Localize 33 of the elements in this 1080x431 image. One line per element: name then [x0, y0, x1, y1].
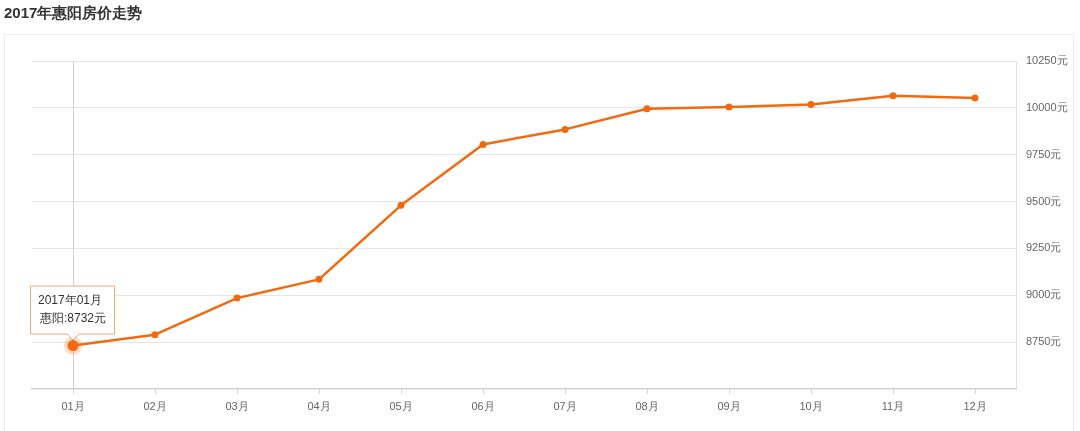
x-tick-label: 08月	[635, 399, 659, 412]
point	[725, 103, 733, 111]
y-tick-label: 8750元	[1026, 335, 1062, 348]
y-tick-label: 9000元	[1026, 288, 1062, 301]
point	[151, 331, 159, 339]
y-tick-label: 10000元	[1026, 100, 1068, 113]
annotation: 2017年01月	[38, 292, 103, 307]
x-tick-label: 05月	[389, 399, 413, 412]
x-tick-label: 07月	[553, 399, 577, 412]
x-tick-label: 09月	[717, 399, 741, 412]
point	[479, 140, 487, 148]
x-tick-label: 02月	[143, 399, 167, 412]
point	[315, 275, 323, 283]
point	[889, 92, 897, 100]
annotation: 惠阳:8732元	[39, 310, 107, 325]
point	[971, 94, 979, 102]
y-tick-label: 9750元	[1026, 147, 1062, 160]
x-tick-label: 04月	[307, 399, 331, 412]
y-tick-label: 9500元	[1026, 194, 1062, 207]
y-tick-label: 9250元	[1026, 241, 1062, 254]
point	[233, 294, 241, 302]
point	[561, 125, 569, 133]
y-tick-label: 10250元	[1026, 54, 1068, 67]
point	[643, 105, 651, 113]
x-tick-label: 01月	[61, 399, 85, 412]
x-tick-label: 12月	[963, 399, 987, 412]
chart-title: 2017年惠阳房价走势	[4, 3, 143, 23]
x-tick-label: 11月	[881, 399, 905, 412]
x-tick-label: 10月	[799, 399, 823, 412]
point	[397, 201, 405, 209]
x-tick-label: 06月	[471, 399, 495, 412]
point	[807, 100, 815, 108]
x-tick-label: 03月	[225, 399, 249, 412]
